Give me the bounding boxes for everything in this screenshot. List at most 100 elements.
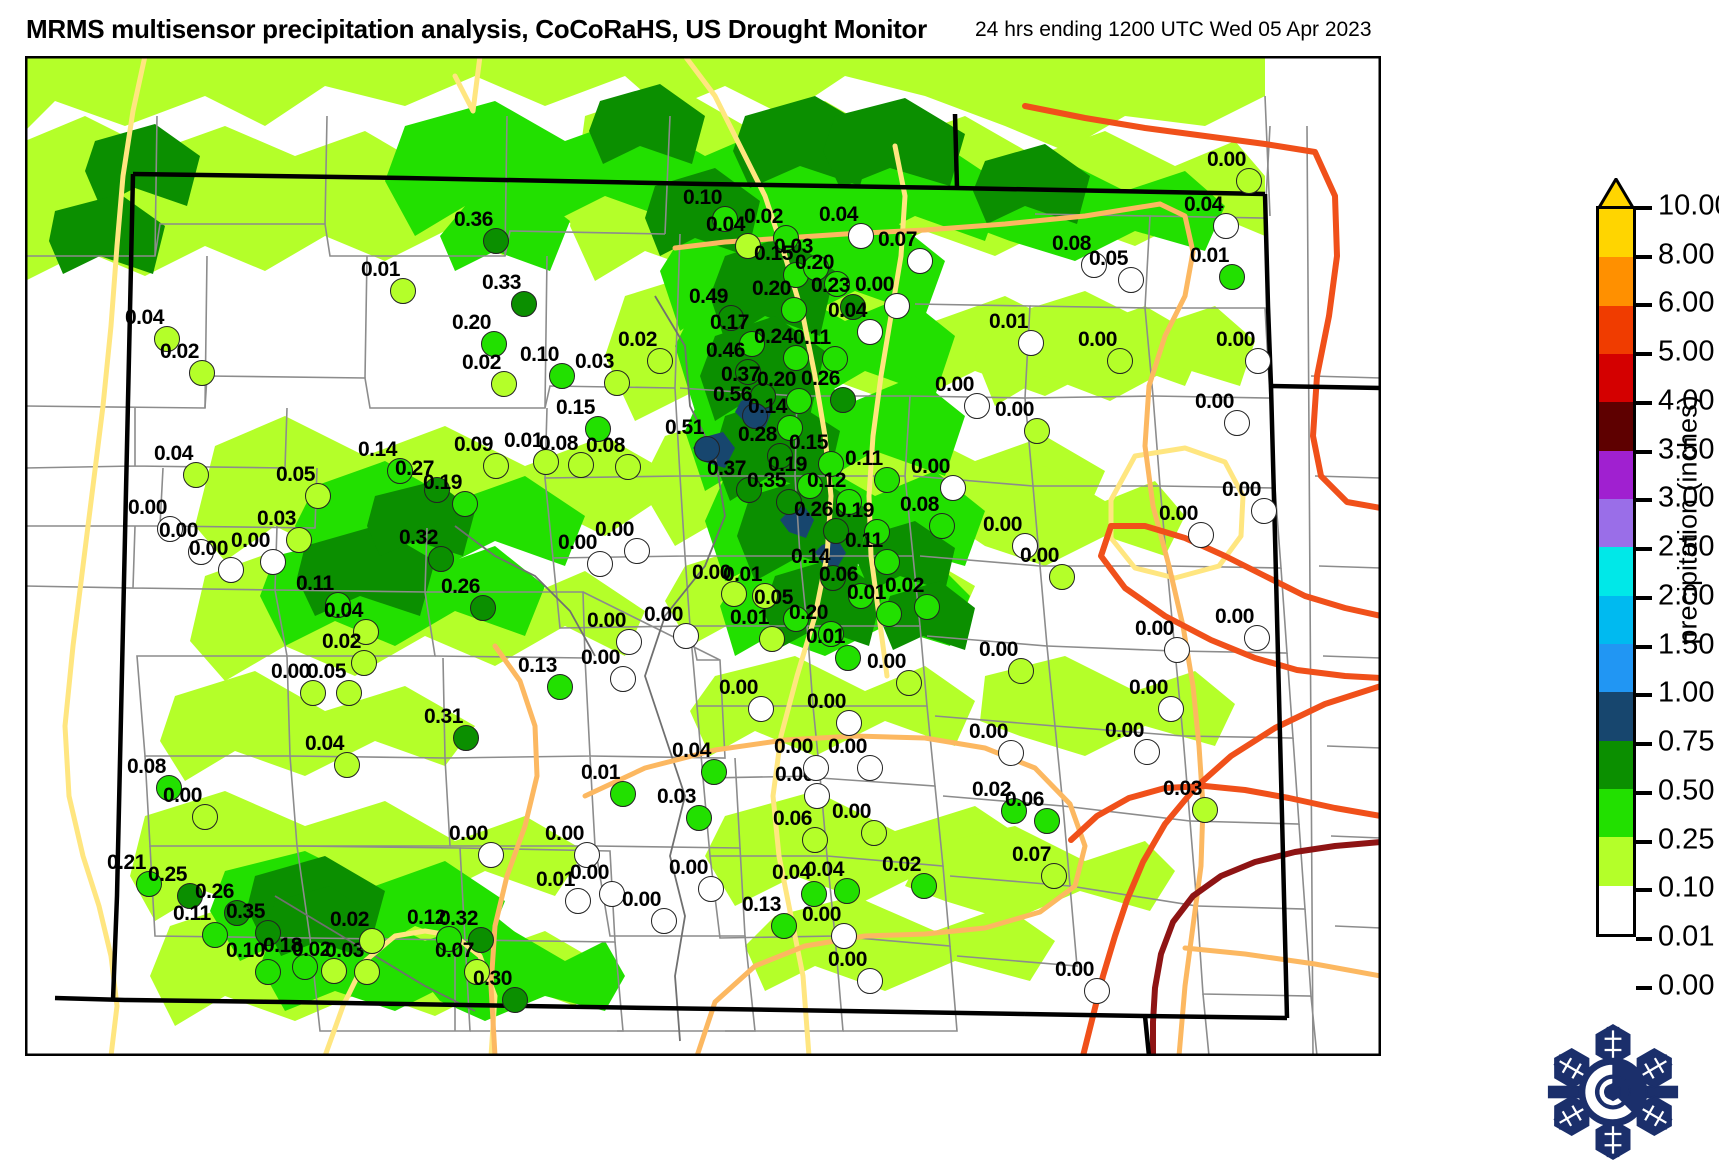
station-marker[interactable]	[1219, 264, 1245, 290]
station-marker[interactable]	[260, 549, 286, 575]
station-marker[interactable]	[818, 621, 844, 647]
station-marker[interactable]	[136, 871, 162, 897]
station-marker[interactable]	[615, 454, 641, 480]
station-marker[interactable]	[861, 820, 887, 846]
station-marker[interactable]	[481, 331, 507, 357]
station-marker[interactable]	[1251, 498, 1277, 524]
station-marker[interactable]	[786, 388, 812, 414]
station-marker[interactable]	[202, 922, 228, 948]
station-marker[interactable]	[1107, 348, 1133, 374]
station-marker[interactable]	[803, 755, 829, 781]
station-marker[interactable]	[1158, 696, 1184, 722]
station-marker[interactable]	[300, 680, 326, 706]
station-marker[interactable]	[353, 619, 379, 645]
station-marker[interactable]	[802, 827, 828, 853]
station-marker[interactable]	[801, 881, 827, 907]
station-marker[interactable]	[1018, 330, 1044, 356]
station-marker[interactable]	[911, 873, 937, 899]
station-marker[interactable]	[836, 710, 862, 736]
station-marker[interactable]	[822, 346, 848, 372]
station-marker[interactable]	[651, 908, 677, 934]
station-marker[interactable]	[874, 467, 900, 493]
station-marker[interactable]	[804, 783, 830, 809]
precipitation-map[interactable]: 0.36 0.01 0.33 0.20 0.04 0.02 0.02 0.10 0.03 0.02…	[25, 56, 1381, 1056]
station-marker[interactable]	[468, 927, 494, 953]
station-marker[interactable]	[1244, 625, 1270, 651]
station-marker[interactable]	[907, 248, 933, 274]
station-marker[interactable]	[1118, 267, 1144, 293]
station-marker[interactable]	[748, 696, 774, 722]
station-marker[interactable]	[616, 629, 642, 655]
station-marker[interactable]	[857, 319, 883, 345]
station-marker[interactable]	[188, 539, 214, 565]
station-marker[interactable]	[1041, 863, 1067, 889]
station-marker[interactable]	[549, 363, 575, 389]
station-marker[interactable]	[610, 666, 636, 692]
station-marker[interactable]	[533, 449, 559, 475]
station-marker[interactable]	[354, 959, 380, 985]
station-marker[interactable]	[830, 387, 856, 413]
station-marker[interactable]	[874, 549, 900, 575]
station-marker[interactable]	[624, 538, 650, 564]
station-marker[interactable]	[305, 483, 331, 509]
station-marker[interactable]	[390, 278, 416, 304]
station-marker[interactable]	[998, 740, 1024, 766]
station-marker[interactable]	[610, 781, 636, 807]
station-marker[interactable]	[964, 393, 990, 419]
station-marker[interactable]	[721, 581, 747, 607]
station-marker[interactable]	[154, 326, 180, 352]
station-marker[interactable]	[574, 842, 600, 868]
station-marker[interactable]	[325, 592, 351, 618]
station-marker[interactable]	[736, 477, 762, 503]
station-marker[interactable]	[585, 416, 611, 442]
station-marker[interactable]	[1084, 978, 1110, 1004]
station-marker[interactable]	[157, 516, 183, 542]
station-marker[interactable]	[464, 959, 490, 985]
station-marker[interactable]	[857, 755, 883, 781]
station-marker[interactable]	[739, 331, 765, 357]
station-marker[interactable]	[777, 415, 803, 441]
station-marker[interactable]	[1134, 739, 1160, 765]
station-marker[interactable]	[835, 645, 861, 671]
station-marker[interactable]	[511, 291, 537, 317]
station-marker[interactable]	[884, 293, 910, 319]
station-marker[interactable]	[321, 958, 347, 984]
station-marker[interactable]	[686, 805, 712, 831]
station-marker[interactable]	[192, 804, 218, 830]
station-marker[interactable]	[1192, 797, 1218, 823]
station-marker[interactable]	[177, 883, 203, 909]
station-marker[interactable]	[387, 458, 413, 484]
station-marker[interactable]	[478, 842, 504, 868]
station-marker[interactable]	[1245, 348, 1271, 374]
station-marker[interactable]	[334, 752, 360, 778]
station-marker[interactable]	[183, 462, 209, 488]
station-marker[interactable]	[698, 876, 724, 902]
station-marker[interactable]	[857, 968, 883, 994]
station-marker[interactable]	[452, 491, 478, 517]
station-marker[interactable]	[718, 305, 744, 331]
station-marker[interactable]	[1034, 808, 1060, 834]
station-marker[interactable]	[292, 954, 318, 980]
station-marker[interactable]	[735, 233, 761, 259]
station-marker[interactable]	[823, 518, 849, 544]
station-marker[interactable]	[1213, 213, 1239, 239]
station-marker[interactable]	[896, 670, 922, 696]
station-marker[interactable]	[1081, 252, 1107, 278]
station-marker[interactable]	[470, 595, 496, 621]
station-marker[interactable]	[694, 436, 720, 462]
station-marker[interactable]	[797, 473, 823, 499]
station-marker[interactable]	[776, 489, 802, 515]
station-marker[interactable]	[831, 923, 857, 949]
station-marker[interactable]	[424, 477, 450, 503]
station-marker[interactable]	[502, 987, 528, 1013]
station-marker[interactable]	[773, 225, 799, 251]
station-marker[interactable]	[1049, 564, 1075, 590]
station-marker[interactable]	[673, 623, 699, 649]
station-marker[interactable]	[781, 297, 807, 323]
station-marker[interactable]	[735, 359, 761, 385]
station-marker[interactable]	[940, 475, 966, 501]
station-marker[interactable]	[712, 206, 738, 232]
station-marker[interactable]	[565, 888, 591, 914]
station-marker[interactable]	[1164, 637, 1190, 663]
station-marker[interactable]	[771, 913, 797, 939]
